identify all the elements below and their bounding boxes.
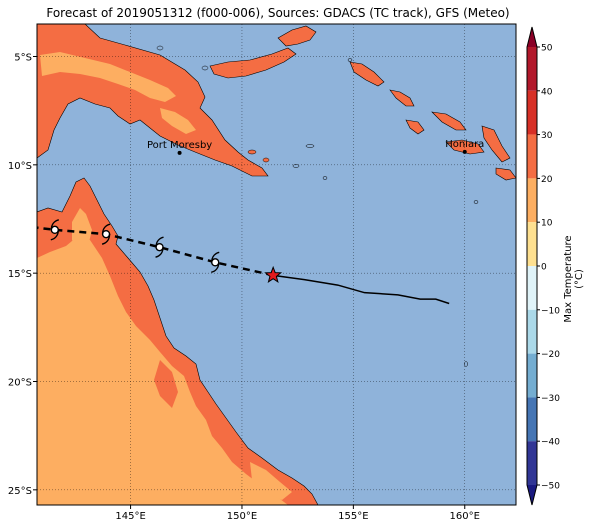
- current-position-star-icon: [264, 265, 283, 283]
- land-new-ireland: [277, 25, 317, 47]
- y-tick-label: 15°S: [8, 269, 32, 280]
- colorbar-tick-label: 40: [541, 87, 553, 97]
- map-area: Port Moresby Honiara: [37, 24, 516, 505]
- island: [201, 65, 209, 71]
- island: [464, 361, 468, 367]
- island: [292, 164, 300, 168]
- land-nsw-warm: [250, 462, 292, 500]
- colorbar: 50 40 30 20 10 0 −10 −20 −30 −40 −50: [526, 26, 560, 506]
- colorbar-level: [527, 178, 537, 223]
- land-bougainville: [349, 61, 385, 87]
- land-malaita: [481, 125, 511, 163]
- colorbar-tick-label: 20: [541, 175, 553, 185]
- tc-forecast-track: [37, 226, 274, 277]
- cyclone-icon: [50, 219, 60, 241]
- island: [347, 58, 353, 62]
- gridlines: [37, 24, 516, 505]
- y-tick-label: 25°S: [8, 486, 32, 497]
- island: [305, 144, 315, 148]
- colorbar-level: [527, 309, 537, 354]
- x-tick-label: 160°E: [450, 511, 480, 522]
- colorbar-tick-label: −20: [541, 350, 560, 360]
- colorbar-level: [527, 47, 537, 91]
- island: [247, 149, 257, 155]
- colorbar-extend-bottom: [527, 485, 537, 505]
- city-label: Port Moresby: [147, 140, 212, 151]
- colorbar-level: [527, 397, 537, 442]
- cyclone-icon: [101, 223, 111, 245]
- colorbar-label: Max Temperature (°C): [563, 235, 585, 323]
- land-new-guinea-warm-2: [160, 108, 196, 134]
- colorbar-tick-label: 30: [541, 131, 553, 141]
- colorbar-level: [527, 441, 537, 485]
- cyclone-icon: [211, 251, 220, 274]
- island: [262, 157, 270, 163]
- colorbar-tick-label: −10: [541, 306, 560, 316]
- x-tick-label: 150°E: [227, 511, 257, 522]
- colorbar-level: [527, 90, 537, 135]
- land-new-britain: [209, 47, 297, 79]
- land-solomons-1: [389, 89, 415, 107]
- colorbar-tick-label: 50: [541, 44, 553, 54]
- colorbar-level: [527, 266, 537, 310]
- map-title: Forecast of 2019051312 (f000-006), Sourc…: [46, 6, 510, 20]
- island: [473, 200, 479, 204]
- land-solomons-2: [431, 111, 467, 131]
- map-frame: [36, 23, 517, 506]
- x-tick-label: 155°E: [338, 511, 368, 522]
- y-tick-label: 5°S: [14, 53, 32, 64]
- colorbar-tick-label: −50: [541, 482, 560, 492]
- x-tick-label: 145°E: [115, 511, 145, 522]
- colorbar-tick-label: 10: [541, 219, 553, 229]
- land-new-guinea-warm: [40, 52, 176, 102]
- land-qld-coast-orange: [154, 360, 178, 408]
- city-marker: [462, 149, 467, 154]
- colorbar-tick-label: −30: [541, 394, 560, 404]
- colorbar-level: [527, 222, 537, 266]
- colorbar-tick-label: −40: [541, 438, 560, 448]
- y-tick-label: 20°S: [8, 378, 32, 389]
- colorbar-extend-top: [527, 27, 537, 47]
- island: [156, 45, 164, 51]
- colorbar-tick-label: 0: [541, 263, 547, 273]
- y-tick-label: 10°S: [8, 161, 32, 172]
- colorbar-level: [527, 134, 537, 179]
- colorbar-level: [527, 353, 537, 398]
- land-solomons-3: [405, 119, 425, 135]
- island: [322, 176, 328, 180]
- city-marker: [177, 150, 182, 155]
- land-cape-york-warm: [72, 208, 92, 250]
- tc-past-track: [273, 274, 450, 305]
- land-makira: [495, 167, 516, 181]
- cyclone-icon: [155, 236, 164, 258]
- city-label: Honiara: [445, 139, 484, 150]
